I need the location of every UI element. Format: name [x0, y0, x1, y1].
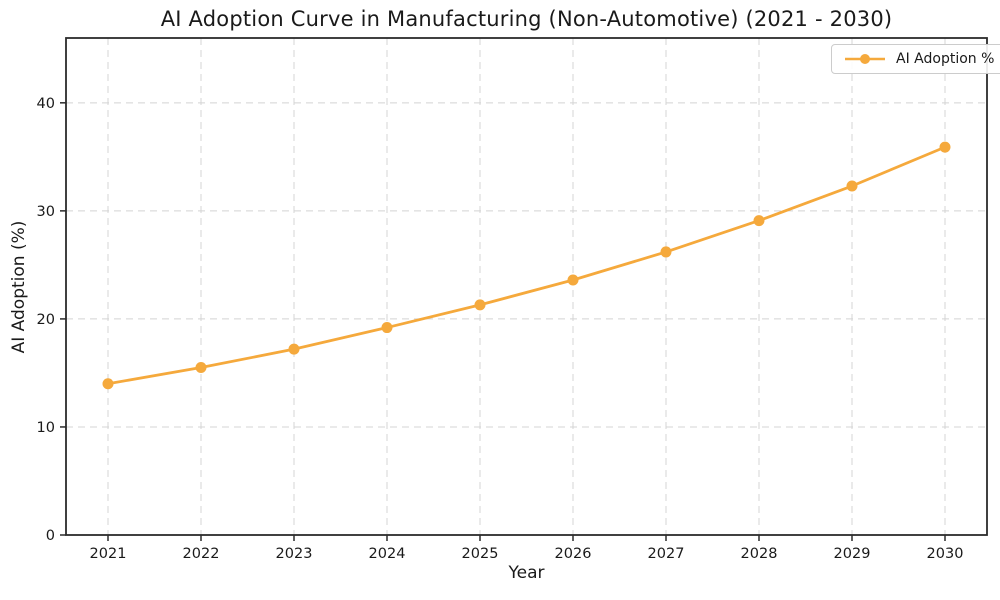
legend-marker	[860, 54, 870, 64]
x-tick-label: 2028	[741, 546, 778, 562]
y-tick-label: 0	[46, 528, 55, 544]
x-tick-label: 2029	[834, 546, 871, 562]
x-tick-label: 2030	[927, 546, 964, 562]
x-tick-label: 2021	[90, 546, 127, 562]
data-point-marker	[660, 246, 672, 258]
legend-line-marker-icon	[845, 54, 885, 64]
x-tick-label: 2024	[369, 546, 406, 562]
y-tick-label: 40	[37, 96, 55, 112]
data-point-marker	[846, 180, 858, 192]
data-point-marker	[474, 299, 486, 311]
axes-frame	[65, 37, 988, 536]
data-point-marker	[567, 274, 579, 286]
series-line	[107, 145, 946, 386]
data-point-marker	[381, 322, 393, 334]
data-point-marker	[288, 343, 300, 355]
y-tick-label: 30	[37, 204, 55, 220]
x-tick-label: 2022	[183, 546, 220, 562]
chart-title: AI Adoption Curve in Manufacturing (Non-…	[160, 7, 893, 31]
x-tick-label: 2025	[462, 546, 499, 562]
data-point-marker	[939, 141, 951, 153]
legend-label: AI Adoption %	[896, 51, 995, 67]
x-axis-label: Year	[508, 563, 545, 583]
x-tick-label: 2027	[648, 546, 685, 562]
data-point-marker	[102, 378, 114, 390]
x-tick-label: 2023	[276, 546, 313, 562]
data-point-marker	[195, 362, 207, 374]
legend: AI Adoption %	[831, 44, 1000, 74]
x-tick-label: 2026	[555, 546, 592, 562]
data-point-marker	[753, 215, 765, 227]
y-tick-label: 10	[37, 420, 55, 436]
y-tick-label: 20	[37, 312, 55, 328]
